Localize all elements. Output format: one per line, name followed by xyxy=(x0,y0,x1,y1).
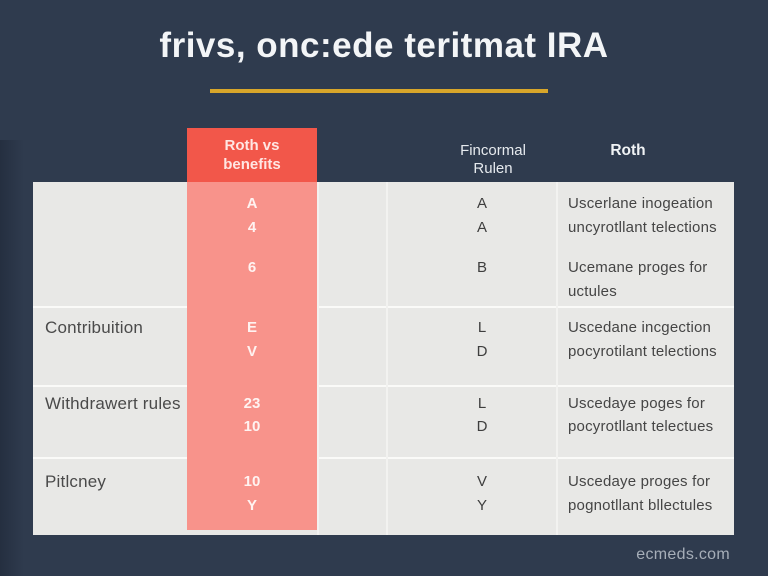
cell-value: 6 xyxy=(247,259,257,276)
row-label: Withdrawert rules xyxy=(45,394,181,413)
row-divider xyxy=(33,457,734,459)
left-edge-shadow xyxy=(0,140,24,576)
cell-value: E xyxy=(246,319,257,336)
highlight-column xyxy=(187,182,317,530)
cell-text: Uscedaye proges for xyxy=(568,473,711,490)
cell-value: Y xyxy=(476,497,487,514)
page-title: frivs, onc:ede teritmat IRA xyxy=(159,26,609,65)
column-header-rules: Fincormal Rulen xyxy=(433,142,553,178)
cell-value: D xyxy=(476,343,488,360)
column-divider xyxy=(386,182,388,535)
cell-text: uctules xyxy=(568,283,617,300)
column-header-highlight-line1: Roth vs xyxy=(224,137,280,154)
cell-text: Uscerlane inogeation xyxy=(568,195,713,212)
row-label: Pitlcney xyxy=(45,472,107,491)
cell-value: Y xyxy=(246,497,257,514)
cell-value: V xyxy=(476,473,487,490)
row-divider xyxy=(33,306,734,308)
cell-text: Ucemane proges for xyxy=(568,259,708,276)
column-header-highlight-line2: benefits xyxy=(223,156,281,173)
column-divider xyxy=(317,182,319,535)
column-divider xyxy=(556,182,558,535)
cell-text: Uscedaye poges for xyxy=(568,395,706,412)
cell-value: A xyxy=(476,195,487,212)
cell-value: A xyxy=(476,219,487,236)
cell-text: pocyrotllant telectues xyxy=(568,418,714,435)
cell-value: L xyxy=(477,319,487,336)
cell-value: A xyxy=(246,195,258,212)
cell-text: Uscedane incgection xyxy=(568,319,712,336)
column-header-rules-line1: Fincormal xyxy=(460,142,526,159)
cell-value: D xyxy=(476,418,488,435)
cell-value: 23 xyxy=(243,395,261,412)
row-divider xyxy=(33,385,734,387)
watermark: ecmeds.com xyxy=(636,546,730,563)
cell-value: L xyxy=(477,395,487,412)
column-header-rules-line2: Rulen xyxy=(473,160,513,177)
cell-value: 10 xyxy=(243,418,261,435)
row-label: Contribuition xyxy=(45,318,144,337)
cell-value: B xyxy=(476,259,487,276)
column-header-roth: Roth xyxy=(610,142,646,159)
cell-value: 4 xyxy=(247,219,257,236)
title-underline xyxy=(210,89,548,93)
cell-text: pognotllant bllectules xyxy=(568,497,713,514)
cell-value: 10 xyxy=(243,473,261,490)
column-header-highlight: Roth vs benefits xyxy=(187,128,317,182)
comparison-table xyxy=(33,182,734,535)
cell-text: uncyrotllant telections xyxy=(568,219,717,236)
cell-text: pocyrotilant telections xyxy=(568,343,717,360)
cell-value: V xyxy=(246,343,257,360)
